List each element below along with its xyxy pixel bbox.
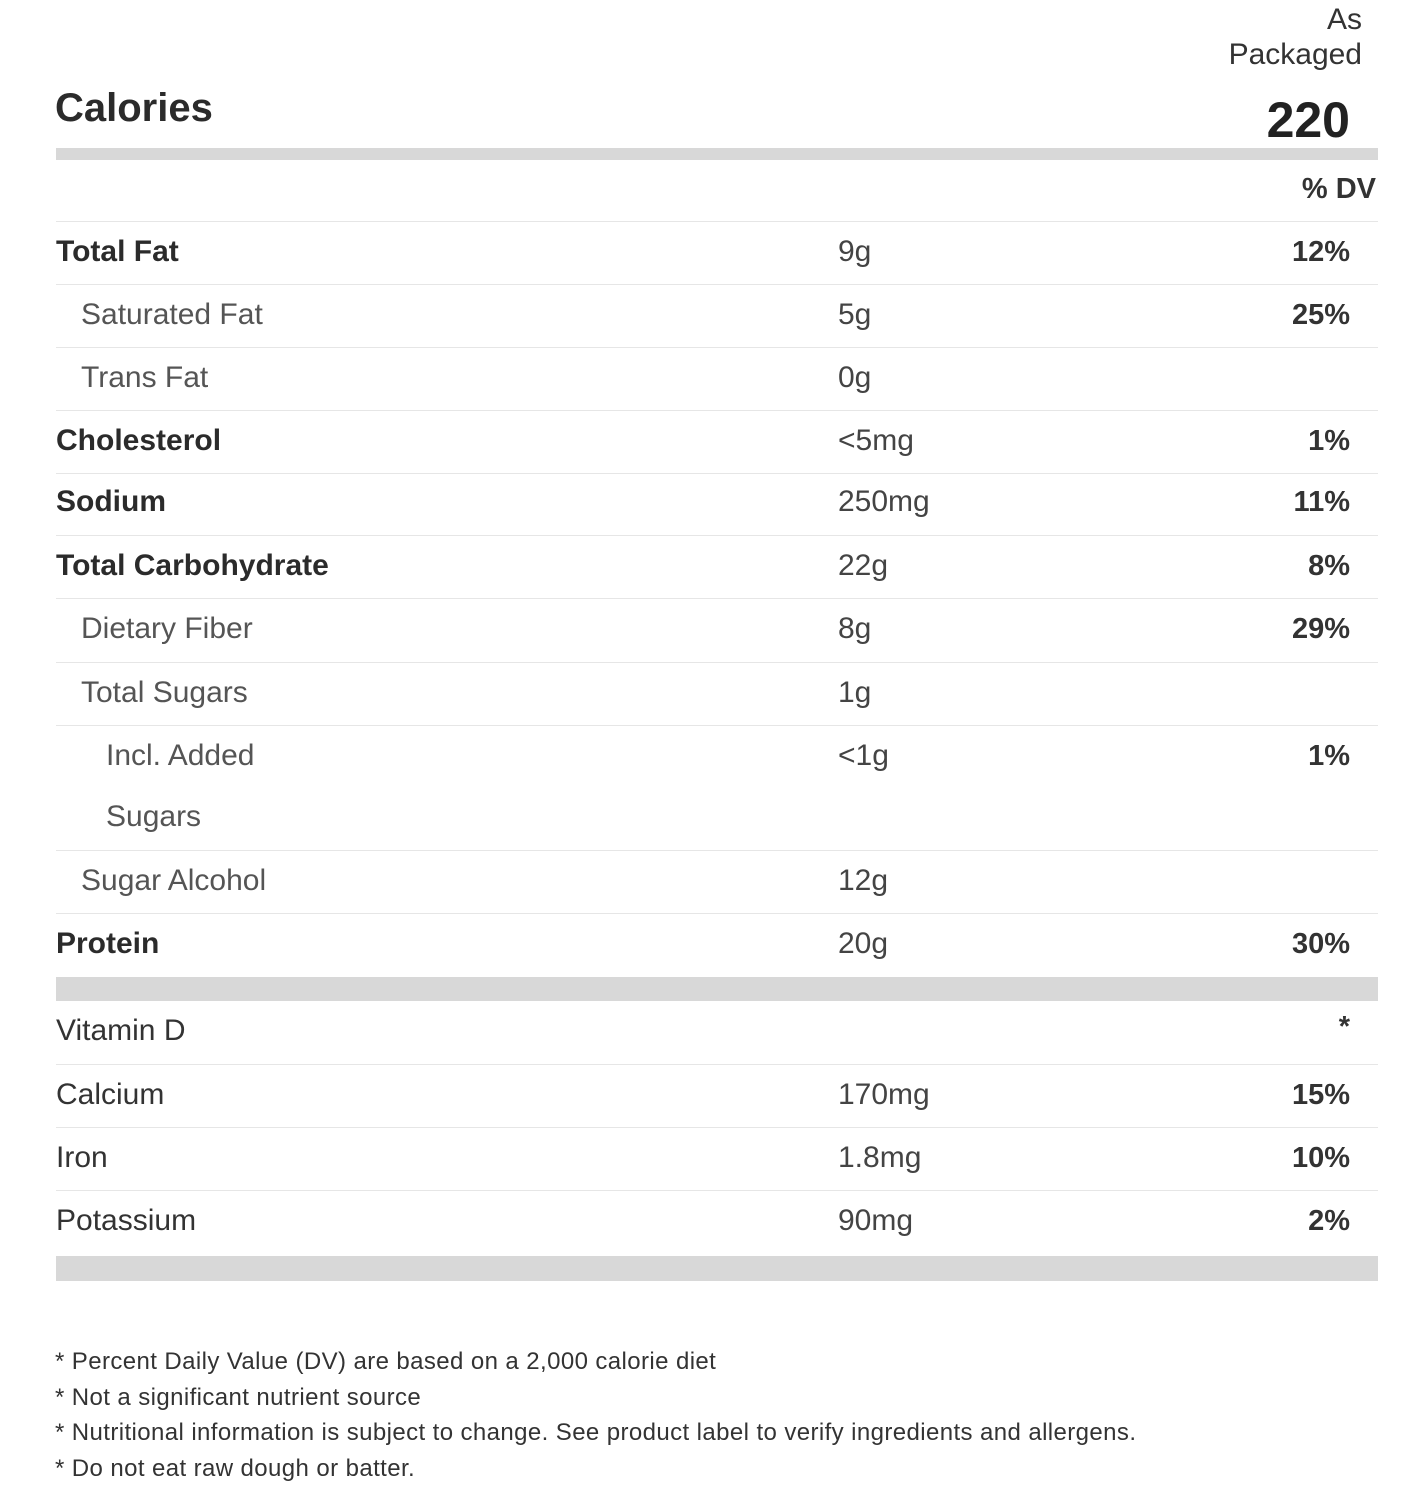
vitamin-name: Iron [56, 1141, 108, 1174]
nutrient-amount: <1g [838, 739, 889, 772]
vitamin-amount: 90mg [838, 1204, 914, 1237]
nutrient-row-total-carbohydrate: Total Carbohydrate 22g 8% [56, 535, 1378, 599]
nutrient-amount: 1g [838, 676, 872, 709]
vitamin-name: Calcium [56, 1078, 165, 1111]
calories-value: 220 [1266, 92, 1350, 148]
nutrient-name: Trans Fat [81, 361, 209, 394]
calories-label: Calories [55, 86, 213, 130]
vitamin-dv: 2% [1308, 1205, 1350, 1237]
nutrient-row-sugar-alcohol: Sugar Alcohol 12g [56, 850, 1378, 914]
nutrient-name: Dietary Fiber [81, 612, 253, 645]
nutrient-amount: 8g [838, 612, 872, 645]
vitamin-row-iron: Iron 1.8mg 10% [56, 1127, 1378, 1191]
nutrient-row-trans-fat: Trans Fat 0g [56, 347, 1378, 411]
nutrient-dv: 1% [1308, 740, 1350, 772]
vitamins-divider [56, 1256, 1378, 1281]
footnote-daily-value: * Percent Daily Value (DV) are based on … [55, 1348, 717, 1375]
nutrient-name: Sodium [56, 485, 166, 518]
nutrient-dv: 8% [1308, 550, 1350, 582]
calories-divider [56, 148, 1378, 160]
vitamin-dv: 15% [1291, 1079, 1350, 1111]
nutrient-amount: 22g [838, 549, 889, 582]
nutrient-row-protein: Protein 20g 30% [56, 913, 1378, 977]
vitamin-name: Vitamin D [56, 1014, 186, 1047]
nutrient-row-total-sugars: Total Sugars 1g [56, 662, 1378, 726]
nutrient-dv: 12% [1291, 236, 1350, 268]
nutrient-row-saturated-fat: Saturated Fat 5g 25% [56, 284, 1378, 348]
footnote-subject-to-change: * Nutritional information is subject to … [55, 1419, 1137, 1446]
dv-column-header: % DV [1301, 173, 1376, 205]
nutrient-dv: 25% [1291, 299, 1350, 331]
footnote-raw-dough: * Do not eat raw dough or batter. [55, 1455, 416, 1482]
nutrient-row-total-fat: Total Fat 9g 12% [56, 221, 1378, 284]
nutrient-amount: 0g [838, 361, 872, 394]
nutrient-dv: 29% [1291, 613, 1350, 645]
nutrient-name-line1: Incl. Added [106, 739, 255, 772]
nutrient-name: Total Fat [56, 235, 179, 268]
nutrient-amount: <5mg [838, 424, 914, 457]
vitamin-name: Potassium [56, 1204, 197, 1237]
nutrient-row-added-sugars: Incl. Added Sugars <1g 1% [56, 725, 1378, 851]
nutrient-amount: 12g [838, 864, 889, 897]
nutrient-amount: 9g [838, 235, 872, 268]
nutrient-dv: 30% [1291, 928, 1350, 960]
vitamin-dv: 10% [1291, 1142, 1350, 1174]
nutrient-dv: 1% [1308, 425, 1350, 457]
vitamin-amount: 1.8mg [838, 1141, 922, 1174]
nutrient-row-cholesterol: Cholesterol <5mg 1% [56, 410, 1378, 474]
macronutrient-divider [56, 977, 1378, 1001]
nutrient-amount: 20g [838, 927, 889, 960]
vitamin-row-vitamin-d: Vitamin D * [56, 1001, 1378, 1063]
nutrient-dv: 11% [1293, 486, 1350, 518]
vitamin-amount: 170mg [838, 1078, 930, 1111]
nutrient-name: Total Sugars [81, 676, 248, 709]
nutrient-amount: 250mg [838, 485, 930, 518]
nutrient-name: Total Carbohydrate [56, 549, 329, 582]
vitamin-row-potassium: Potassium 90mg 2% [56, 1190, 1378, 1255]
serving-column-header: As Packaged [1162, 2, 1362, 72]
footnote-not-significant: * Not a significant nutrient source [55, 1384, 422, 1411]
nutrient-name: Cholesterol [56, 424, 222, 457]
column-label-line1: As [1326, 3, 1362, 36]
nutrient-name: Protein [56, 927, 160, 960]
vitamin-dv: * [1338, 1011, 1350, 1043]
nutrient-row-sodium: Sodium 250mg 11% [56, 473, 1378, 535]
nutrient-name: Saturated Fat [81, 298, 263, 331]
nutrient-amount: 5g [838, 298, 872, 331]
vitamin-row-calcium: Calcium 170mg 15% [56, 1064, 1378, 1128]
column-label-line2: Packaged [1228, 38, 1362, 71]
nutrient-name: Sugar Alcohol [81, 864, 267, 897]
nutrient-row-dietary-fiber: Dietary Fiber 8g 29% [56, 598, 1378, 662]
nutrient-name-line2: Sugars [106, 800, 202, 833]
